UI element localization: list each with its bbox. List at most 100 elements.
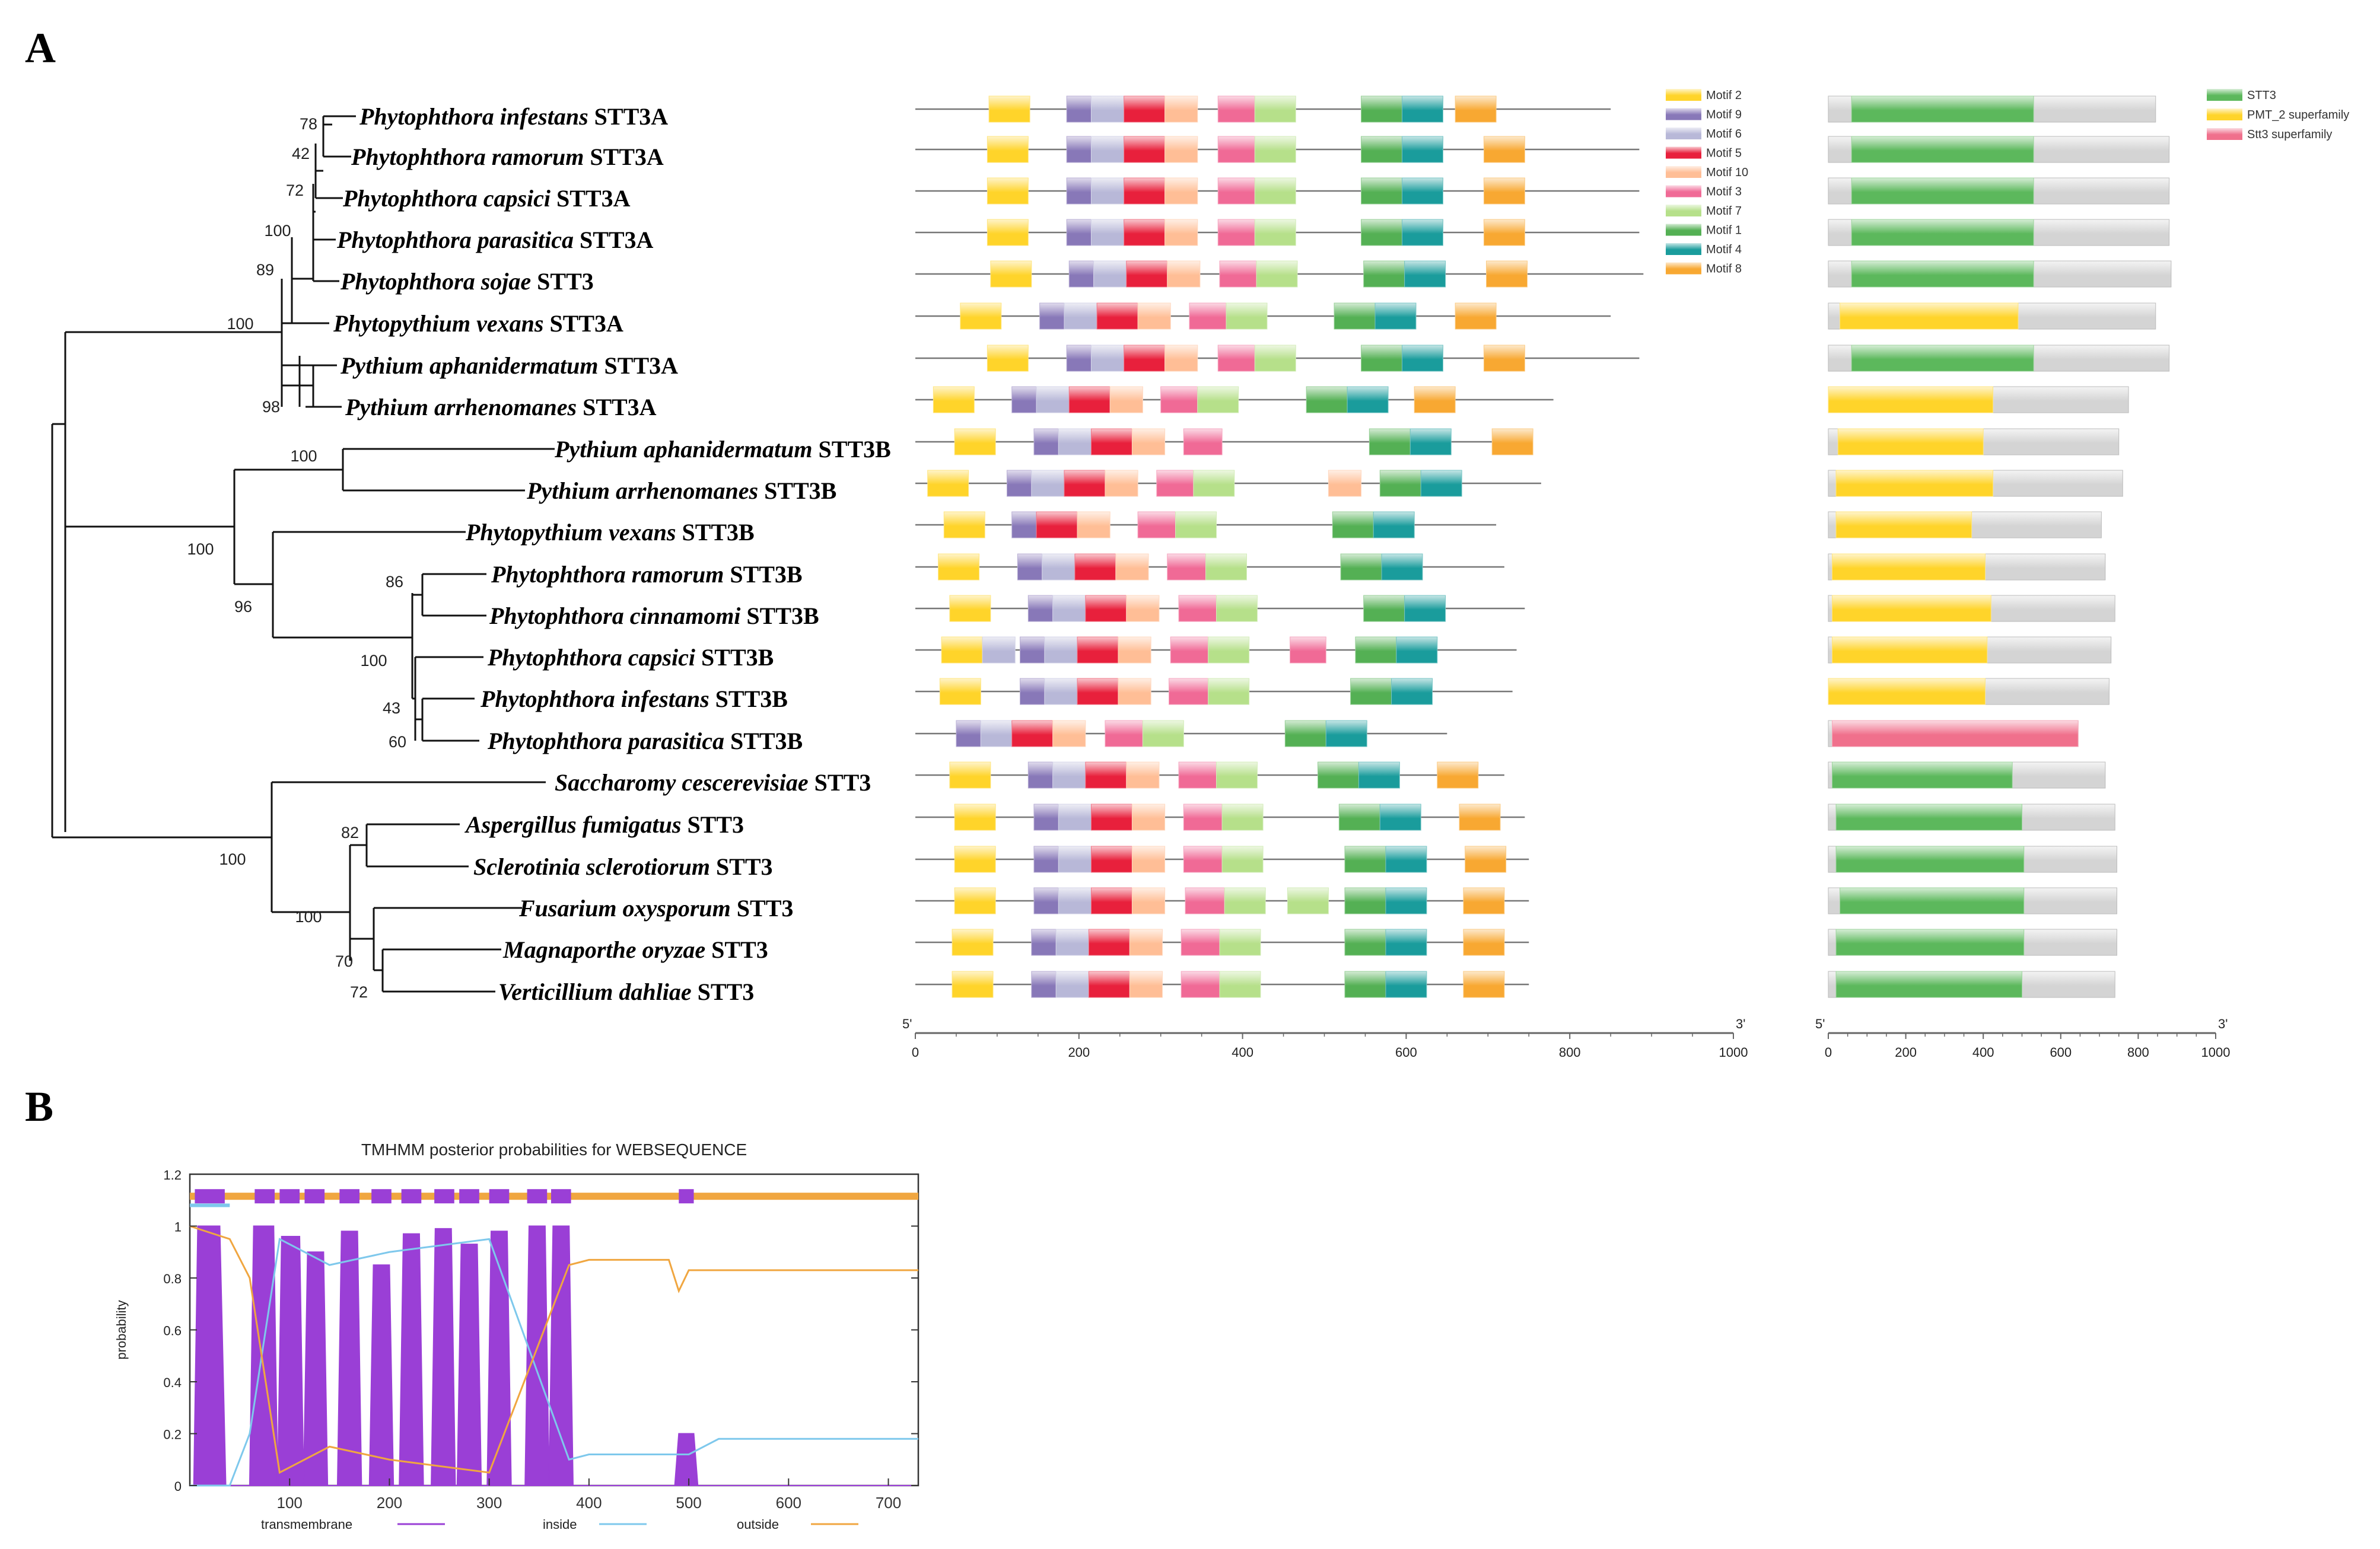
motif-box bbox=[1486, 260, 1528, 288]
domain-box bbox=[1835, 846, 2025, 873]
topology-helix bbox=[679, 1189, 694, 1204]
motif-box bbox=[1126, 595, 1160, 622]
motif-box bbox=[1373, 511, 1415, 538]
bootstrap-value: 72 bbox=[286, 181, 304, 199]
motif-box bbox=[1109, 386, 1143, 413]
motif-box bbox=[1170, 636, 1209, 664]
taxon-suffix: STT3B bbox=[724, 728, 803, 754]
motif-axis-label: 600 bbox=[1395, 1045, 1417, 1060]
motif-box bbox=[1185, 887, 1225, 914]
bootstrap-value: 98 bbox=[262, 398, 280, 416]
motif-box bbox=[1058, 804, 1092, 831]
motif-box bbox=[1216, 761, 1258, 789]
motif-box bbox=[1402, 95, 1443, 123]
motif-box bbox=[1344, 887, 1386, 914]
domain-legend-swatch bbox=[2207, 89, 2242, 101]
motif-box bbox=[1088, 929, 1130, 956]
motif-box bbox=[1254, 136, 1296, 163]
motif-legend-swatch bbox=[1666, 224, 1701, 236]
bootstrap-value: 100 bbox=[227, 315, 253, 333]
motif-box bbox=[1409, 428, 1452, 455]
motif-box bbox=[1066, 177, 1092, 205]
motif-box bbox=[1217, 95, 1255, 123]
motif-box bbox=[1332, 511, 1374, 538]
motif-box bbox=[1093, 260, 1127, 288]
domain-axis-label: 200 bbox=[1895, 1045, 1917, 1060]
taxon-label: Fusarium oxysporum STT3 bbox=[518, 895, 793, 922]
motif-axis-5prime: 5' bbox=[902, 1016, 912, 1031]
domain-box bbox=[1840, 302, 2019, 330]
phylogenetic-tree: 78 42 72 100 89 100 98 100 100 96 86 100 43 60 82 100 10… bbox=[51, 115, 555, 1001]
motif-box bbox=[1124, 177, 1166, 205]
taxon-species: Magnaporthe oryzae bbox=[502, 936, 705, 963]
motif-box bbox=[1361, 219, 1403, 246]
bootstrap-value: 100 bbox=[295, 908, 322, 926]
taxon-species: Phytophthora capsici bbox=[487, 644, 695, 671]
motif-box bbox=[1217, 219, 1255, 246]
bootstrap-value: 43 bbox=[383, 699, 400, 717]
taxon-species: Phytopythium vexans bbox=[465, 519, 676, 546]
motif-box bbox=[1183, 804, 1223, 831]
motif-box bbox=[1164, 345, 1198, 372]
motif-box bbox=[1404, 595, 1446, 622]
domain-box bbox=[1828, 678, 1986, 705]
taxon-suffix: STT3 bbox=[692, 979, 755, 1005]
motif-box bbox=[1164, 95, 1198, 123]
motif-box bbox=[1402, 136, 1443, 163]
taxon-label: Phytophthora parasitica STT3A bbox=[336, 227, 654, 253]
domain-axis-label: 400 bbox=[1972, 1045, 1994, 1060]
motif-box bbox=[954, 846, 996, 873]
motif-legend-label: Motif 8 bbox=[1706, 263, 1742, 276]
taxon-species: Verticillium dahliae bbox=[498, 979, 692, 1005]
motif-box bbox=[1126, 260, 1168, 288]
taxon-suffix: STT3B bbox=[758, 477, 836, 504]
y-axis-label: probability bbox=[114, 1300, 129, 1359]
motif-box bbox=[987, 136, 1029, 163]
domain-box bbox=[1840, 887, 2025, 914]
motif-box bbox=[1088, 971, 1130, 998]
domain-box bbox=[1851, 219, 2034, 246]
domain-box bbox=[1835, 470, 1994, 497]
topology-helix bbox=[459, 1189, 479, 1204]
domain-axis-label: 600 bbox=[2050, 1045, 2072, 1060]
taxon-species: Phytophthora ramorum bbox=[491, 561, 724, 588]
motif-legend-swatch bbox=[1666, 262, 1701, 275]
taxon-species: Phytophthora sojae bbox=[340, 268, 531, 295]
motif-box bbox=[1181, 971, 1220, 998]
motif-box bbox=[1465, 846, 1507, 873]
motif-box bbox=[1039, 302, 1065, 330]
motif-box bbox=[1306, 386, 1348, 413]
motif-box bbox=[980, 720, 1013, 747]
y-tick-label: 0.2 bbox=[163, 1427, 182, 1442]
motif-box bbox=[1020, 636, 1045, 664]
x-tick-label: 600 bbox=[776, 1494, 801, 1512]
motif-box bbox=[1344, 929, 1386, 956]
domain-box bbox=[1832, 595, 1991, 622]
topology-helix bbox=[254, 1189, 275, 1204]
motif-box bbox=[1455, 302, 1497, 330]
taxon-label: Magnaporthe oryzae STT3 bbox=[502, 936, 768, 963]
motif-box bbox=[1036, 386, 1070, 413]
motif-box bbox=[1183, 846, 1223, 873]
motif-box bbox=[1055, 929, 1089, 956]
motif-box bbox=[1036, 511, 1078, 538]
motif-box bbox=[1031, 929, 1057, 956]
motif-box bbox=[1033, 846, 1059, 873]
motif-box bbox=[1011, 720, 1054, 747]
x-tick-label: 300 bbox=[476, 1494, 502, 1512]
taxon-suffix: STT3A bbox=[574, 227, 654, 253]
taxon-species: Phytophthora capsici bbox=[342, 185, 551, 212]
taxon-species: Fusarium oxysporum bbox=[518, 895, 731, 922]
motif-box bbox=[1006, 470, 1032, 497]
taxon-suffix: STT3B bbox=[740, 603, 819, 629]
motif-box bbox=[952, 929, 994, 956]
taxon-species: Phytophthora infestans bbox=[359, 103, 588, 130]
motif-legend-label: Motif 5 bbox=[1706, 147, 1742, 160]
taxon-species: Phytophthora parasitica bbox=[336, 227, 574, 253]
taxon-label: Phytophthora parasitica STT3B bbox=[487, 728, 803, 754]
motif-box bbox=[1167, 260, 1201, 288]
taxon-suffix: STT3A bbox=[543, 310, 623, 337]
domain-box bbox=[1851, 260, 2034, 288]
taxon-label: Sclerotinia sclerotiorum STT3 bbox=[473, 853, 773, 880]
motif-box bbox=[1085, 761, 1127, 789]
